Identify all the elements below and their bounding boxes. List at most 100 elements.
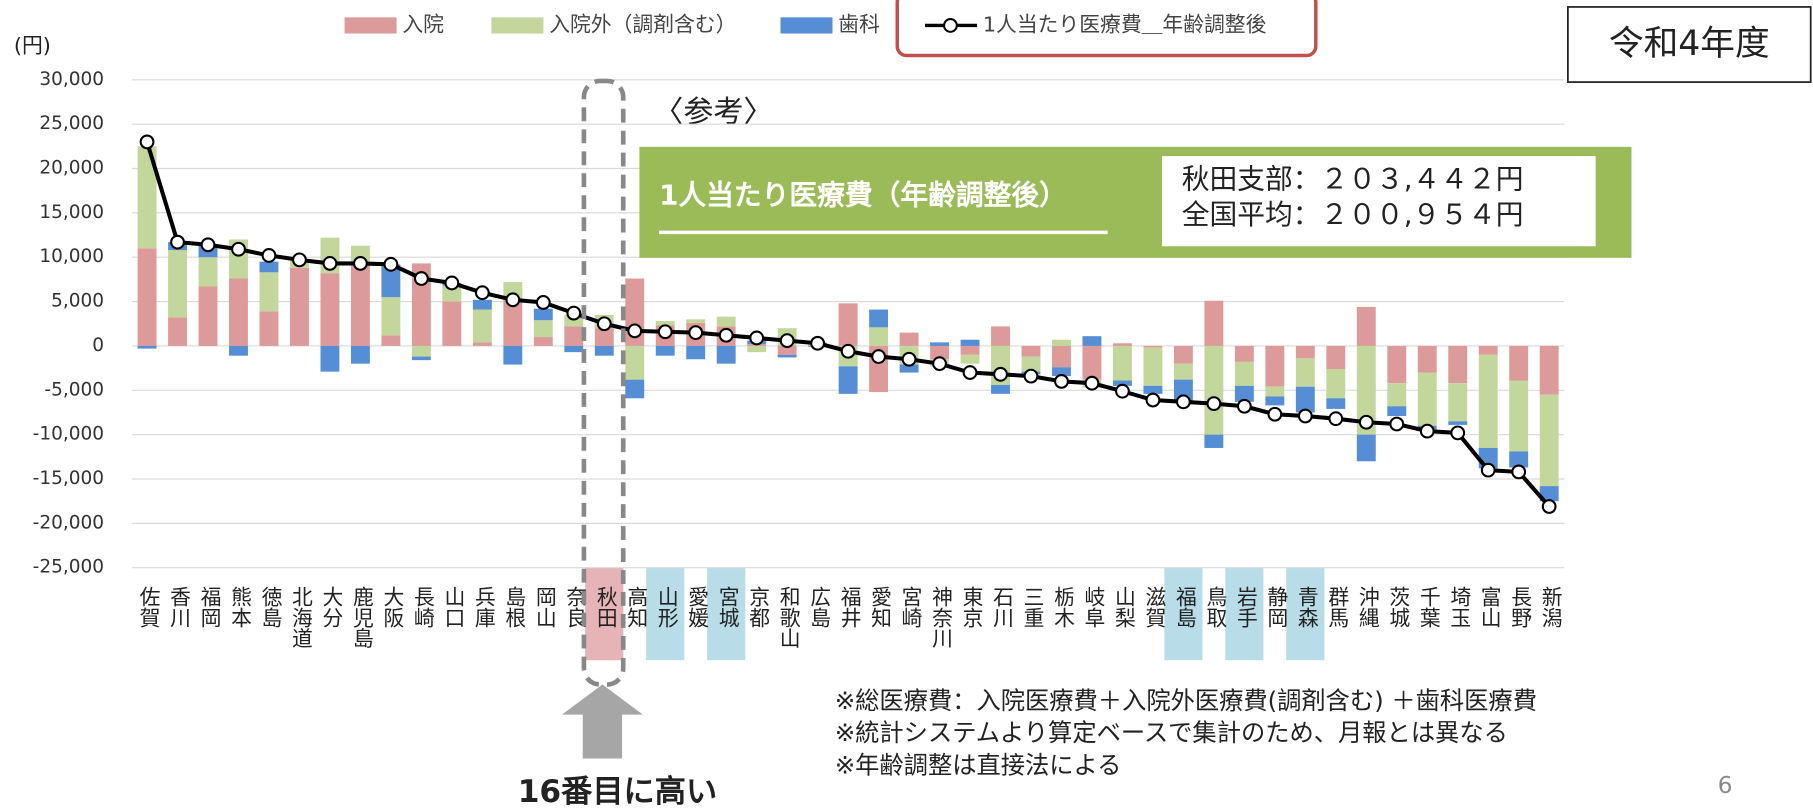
bar-segment: [229, 345, 248, 356]
unit-label: (円): [14, 33, 51, 57]
line-marker: [840, 343, 856, 359]
line-marker: [901, 351, 917, 367]
y-tick-label: 25,000: [39, 113, 104, 134]
bar-segment: [503, 299, 523, 346]
legend-swatch: [780, 17, 833, 34]
bar-segment: [869, 327, 889, 346]
bar-segment: [350, 264, 370, 346]
y-tick-label: -20,000: [33, 512, 104, 533]
line-marker: [231, 241, 246, 257]
line-marker: [200, 237, 216, 253]
bar-segment: [1387, 383, 1407, 407]
bar-segment: [1356, 306, 1376, 346]
bar-segment: [1265, 396, 1285, 406]
bar-segment: [899, 364, 919, 373]
bar-segment: [838, 303, 858, 346]
line-marker: [932, 356, 947, 372]
line-marker: [1480, 462, 1496, 478]
category-highlight: [1286, 567, 1325, 661]
line-marker: [688, 325, 704, 341]
category-highlight: [1225, 567, 1264, 661]
bar-segment: [1021, 356, 1041, 372]
x-tick-label: 熊本: [227, 586, 251, 628]
bar-segment: [1326, 345, 1346, 369]
bar-segment: [1295, 345, 1315, 359]
bar-segment: [1478, 354, 1498, 448]
bar-segment: [533, 337, 553, 346]
bar-segment: [1356, 434, 1376, 462]
bar-segment: [1082, 345, 1102, 380]
bar-segment: [1265, 345, 1285, 387]
line-marker: [718, 327, 734, 343]
bar-segment: [411, 345, 431, 357]
line-marker: [444, 275, 460, 291]
bar-segment: [1265, 386, 1285, 397]
x-tick-label: 宮崎: [898, 586, 922, 628]
x-tick-label: 島根: [502, 586, 526, 628]
bar-segment: [1539, 345, 1559, 395]
x-tick-label: 和歌山: [776, 586, 800, 648]
bar-segment: [655, 345, 675, 356]
bar-segment: [1112, 343, 1132, 346]
bar-segment: [1021, 345, 1041, 357]
category-highlight: [646, 567, 685, 661]
y-tick-label: 0: [92, 335, 104, 356]
legend-swatch: [344, 17, 397, 34]
legend-label: 歯科: [838, 12, 880, 36]
y-tick-label: -10,000: [33, 424, 104, 445]
box-line: 秋田支部：２０３,４４２円: [1182, 162, 1524, 195]
bar-segment: [777, 354, 797, 358]
category-highlight: [1164, 567, 1203, 661]
y-tick-label: 30,000: [39, 69, 104, 90]
line-marker: [1115, 383, 1130, 399]
x-tick-label: 群馬: [1325, 586, 1349, 628]
bar-segment: [1052, 345, 1071, 368]
bar-segment: [1204, 345, 1224, 435]
bar-segment: [137, 345, 157, 349]
bar-segment: [991, 326, 1010, 346]
line-marker: [1419, 423, 1435, 439]
bar-segment: [960, 339, 980, 346]
x-tick-label: 鳥取: [1203, 586, 1227, 628]
bar-segment: [1052, 367, 1071, 377]
line-marker: [383, 256, 399, 272]
line-marker: [505, 292, 521, 308]
bar-segment: [137, 248, 157, 346]
badge: 令和4年度: [1609, 24, 1770, 64]
bar-segment: [1204, 434, 1224, 448]
line-marker: [1389, 416, 1405, 432]
bar-segment: [350, 345, 370, 364]
box-title: 1人当たり医療費（年齢調整後）: [659, 179, 1067, 212]
bar-segment: [960, 354, 980, 364]
bar-segment: [1143, 345, 1163, 348]
bar-segment: [533, 320, 553, 338]
bar-segment: [1448, 421, 1468, 425]
bar-segment: [411, 356, 431, 361]
bar-segment: [1143, 347, 1163, 386]
bar-segment: [594, 345, 614, 356]
callout: 16番目に高い: [518, 774, 717, 810]
page-number: 6: [1718, 773, 1733, 799]
bar-segment: [1326, 398, 1346, 409]
line-marker: [535, 295, 551, 310]
bar-segment: [564, 345, 584, 353]
x-tick-label: 佐賀: [136, 586, 160, 628]
x-tick-label: 千葉: [1416, 586, 1440, 628]
line-marker: [779, 333, 795, 349]
bar-segment: [168, 317, 187, 346]
bar-segment: [686, 345, 706, 360]
bar-segment: [1173, 345, 1193, 364]
x-tick-label: 徳島: [258, 586, 282, 628]
bar-segment: [259, 311, 279, 346]
y-tick-label: -15,000: [33, 468, 104, 489]
bar-segment: [930, 345, 950, 360]
bar-segment: [1204, 300, 1224, 346]
bar-segment: [1509, 451, 1529, 468]
bar-segment: [137, 146, 157, 249]
y-tick-label: -25,000: [33, 557, 104, 578]
x-tick-label: 高知: [624, 586, 648, 628]
note: ※年齢調整は直接法による: [835, 751, 1122, 780]
x-tick-label: 埼玉: [1447, 586, 1471, 628]
line-marker: [1206, 396, 1222, 411]
